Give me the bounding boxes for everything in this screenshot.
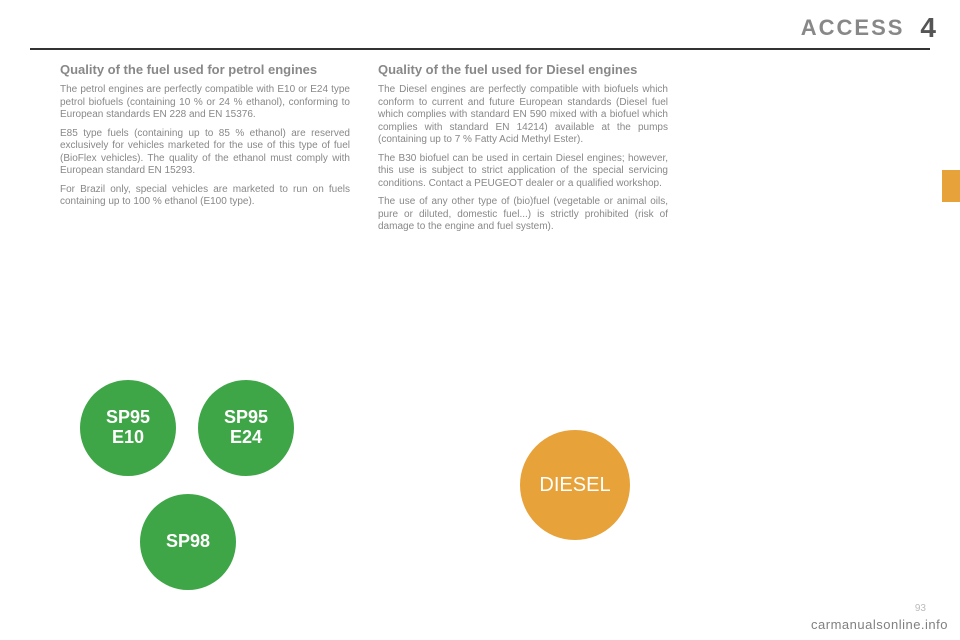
petrol-column: Quality of the fuel used for petrol engi… [60, 62, 350, 240]
diesel-title: Quality of the fuel used for Diesel engi… [378, 62, 668, 78]
diesel-para-3: The use of any other type of (bio)fuel (… [378, 196, 668, 234]
chapter-tab [942, 170, 960, 202]
text-columns: Quality of the fuel used for petrol engi… [60, 62, 668, 240]
page-number: 93 [915, 603, 926, 614]
fuel-badge-line1: SP95 [224, 408, 268, 428]
fuel-badge-sp98: SP98 [140, 494, 236, 590]
diesel-para-1: The Diesel engines are perfectly compati… [378, 84, 668, 147]
fuel-badge-line1: SP95 [106, 408, 150, 428]
petrol-fuel-badges: SP95 E10 SP95 E24 SP98 [80, 380, 340, 610]
page-header: ACCESS 4 [801, 12, 936, 44]
petrol-title: Quality of the fuel used for petrol engi… [60, 62, 350, 78]
fuel-badge-sp95-e24: SP95 E24 [198, 380, 294, 476]
fuel-badge-line2: E10 [112, 428, 144, 448]
fuel-badge-diesel: DIESEL [520, 430, 630, 540]
fuel-badge-sp95-e10: SP95 E10 [80, 380, 176, 476]
page-root: ACCESS 4 Quality of the fuel used for pe… [0, 0, 960, 640]
header-rule [30, 48, 930, 50]
chapter-number: 4 [920, 12, 936, 44]
diesel-para-2: The B30 biofuel can be used in certain D… [378, 153, 668, 191]
fuel-badge-label: DIESEL [539, 474, 610, 497]
fuel-badge-line2: E24 [230, 428, 262, 448]
watermark-text: carmanualsonline.info [811, 617, 948, 632]
petrol-para-1: The petrol engines are perfectly compati… [60, 84, 350, 122]
section-title: ACCESS [801, 15, 905, 41]
petrol-para-3: For Brazil only, special vehicles are ma… [60, 184, 350, 209]
diesel-column: Quality of the fuel used for Diesel engi… [378, 62, 668, 240]
fuel-badge-line1: SP98 [166, 532, 210, 552]
petrol-para-2: E85 type fuels (containing up to 85 % et… [60, 128, 350, 178]
